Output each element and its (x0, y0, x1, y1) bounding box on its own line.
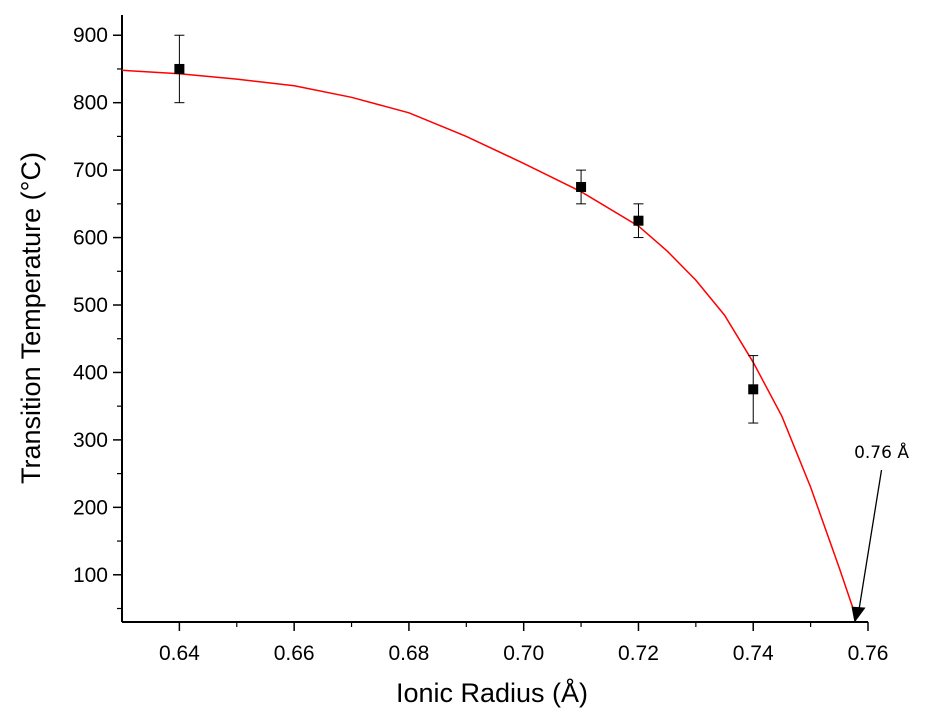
x-tick-label: 0.66 (274, 642, 315, 665)
axes: 0.64 0.66 0.68 0.70 0.72 0.74 0.76 100 200 300 400… (73, 15, 888, 665)
y-tick-label: 100 (73, 564, 108, 587)
point-marker (576, 181, 587, 192)
y-tick-label: 700 (73, 159, 108, 182)
data-point (748, 355, 759, 424)
x-tick-label: 0.76 (848, 642, 889, 665)
x-tick-label: 0.72 (618, 642, 659, 665)
y-tick-label: 900 (73, 24, 108, 47)
data-point (633, 203, 644, 239)
x-tick-label: 0.74 (733, 642, 774, 665)
y-tick-label: 200 (73, 496, 108, 519)
x-axis-title: Ionic Radius (Å) (396, 677, 588, 708)
y-tick-label: 600 (73, 227, 108, 250)
y-tick-label: 800 (73, 92, 108, 115)
point-marker (748, 384, 759, 395)
y-axis-title: Transition Temperature (°C) (16, 152, 46, 484)
data-point (174, 34, 185, 104)
annotation-arrow-line (857, 469, 883, 613)
y-tick-label: 500 (73, 294, 108, 317)
y-tick-label: 400 (73, 361, 108, 384)
point-marker (633, 215, 644, 226)
annotation-arrow-head (851, 606, 866, 623)
y-tick-label: 300 (73, 429, 108, 452)
annotation-layer: 0.76 Å (851, 441, 909, 623)
x-tick-label: 0.64 (159, 642, 200, 665)
point-marker (174, 63, 185, 74)
annotation-label: 0.76 Å (854, 441, 909, 463)
data-point (576, 169, 587, 205)
x-tick-label: 0.68 (388, 642, 429, 665)
x-tick-label: 0.70 (503, 642, 544, 665)
fit-curve (121, 69, 858, 619)
fit-curve-layer (121, 69, 858, 619)
data-points-layer (174, 34, 759, 424)
